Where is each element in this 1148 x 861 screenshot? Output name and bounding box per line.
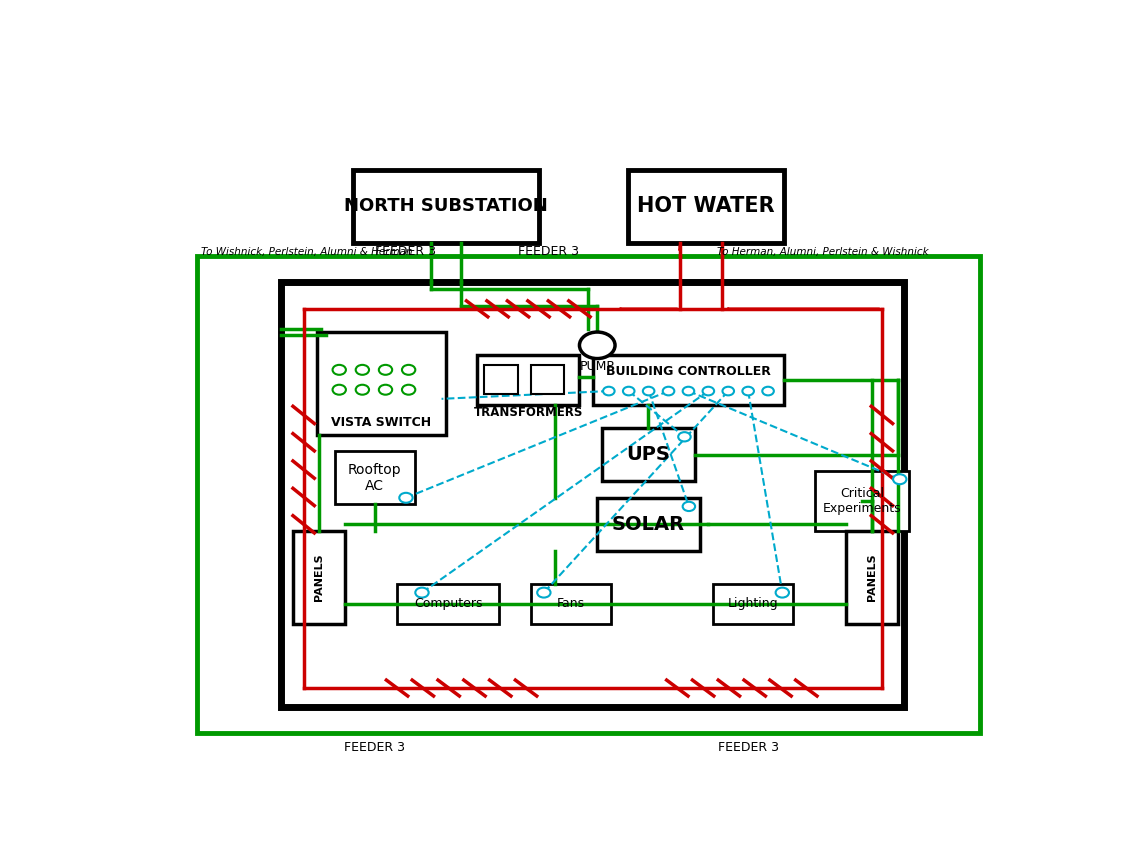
Text: UPS: UPS [627, 445, 670, 464]
Bar [293, 531, 344, 623]
Text: FEEDER 3: FEEDER 3 [375, 245, 436, 258]
Circle shape [893, 474, 907, 484]
Text: VISTA SWITCH: VISTA SWITCH [332, 417, 432, 430]
Circle shape [402, 385, 416, 394]
Text: HOT WATER: HOT WATER [637, 196, 775, 216]
Circle shape [379, 385, 393, 394]
Text: To Wishnick, Perlstein, Alumni & Herman: To Wishnick, Perlstein, Alumni & Herman [201, 247, 413, 257]
Text: PANELS: PANELS [867, 554, 877, 601]
Text: Lighting: Lighting [728, 598, 778, 610]
Text: Critical
Experiments: Critical Experiments [823, 487, 901, 515]
Circle shape [743, 387, 754, 395]
Text: To Herman, Alumni, Perlstein & Wishnick: To Herman, Alumni, Perlstein & Wishnick [718, 247, 929, 257]
Bar [815, 471, 909, 531]
Circle shape [623, 387, 635, 395]
Bar [335, 451, 414, 505]
Circle shape [662, 387, 674, 395]
Bar [281, 282, 905, 707]
Bar [602, 428, 696, 481]
Circle shape [643, 387, 654, 395]
Bar [713, 584, 793, 623]
Text: TRANSFORMERS: TRANSFORMERS [474, 406, 583, 419]
Bar [592, 356, 784, 405]
Circle shape [333, 365, 346, 375]
Text: BUILDING CONTROLLER: BUILDING CONTROLLER [606, 365, 770, 378]
Circle shape [603, 387, 614, 395]
Circle shape [356, 385, 369, 394]
Bar [397, 584, 499, 623]
Circle shape [722, 387, 734, 395]
Circle shape [776, 587, 789, 598]
Text: SOLAR: SOLAR [612, 515, 685, 534]
Circle shape [416, 587, 428, 598]
Bar [530, 364, 565, 394]
Bar [846, 531, 898, 623]
Text: FEEDER 3: FEEDER 3 [518, 245, 579, 258]
Text: FEEDER 3: FEEDER 3 [344, 741, 405, 754]
Bar [530, 584, 611, 623]
Circle shape [402, 365, 416, 375]
Circle shape [356, 365, 369, 375]
Circle shape [333, 385, 346, 394]
Bar [597, 498, 699, 551]
Circle shape [400, 492, 412, 503]
Bar [317, 332, 445, 435]
Circle shape [537, 587, 551, 598]
Text: Fans: Fans [557, 598, 584, 610]
Text: Rooftop
AC: Rooftop AC [348, 463, 402, 493]
Circle shape [683, 387, 695, 395]
Circle shape [703, 387, 714, 395]
Circle shape [379, 365, 393, 375]
Bar [352, 170, 540, 243]
Circle shape [762, 387, 774, 395]
Text: Computers: Computers [414, 598, 482, 610]
Bar [478, 356, 580, 405]
Bar [197, 256, 980, 734]
Bar [628, 170, 784, 243]
Bar [484, 364, 518, 394]
Text: PANELS: PANELS [313, 554, 324, 601]
Circle shape [678, 432, 691, 442]
Text: NORTH SUBSTATION: NORTH SUBSTATION [344, 197, 548, 215]
Circle shape [580, 332, 615, 358]
Circle shape [683, 502, 696, 511]
Text: PUMP: PUMP [580, 360, 614, 373]
Text: FEEDER 3: FEEDER 3 [718, 741, 779, 754]
